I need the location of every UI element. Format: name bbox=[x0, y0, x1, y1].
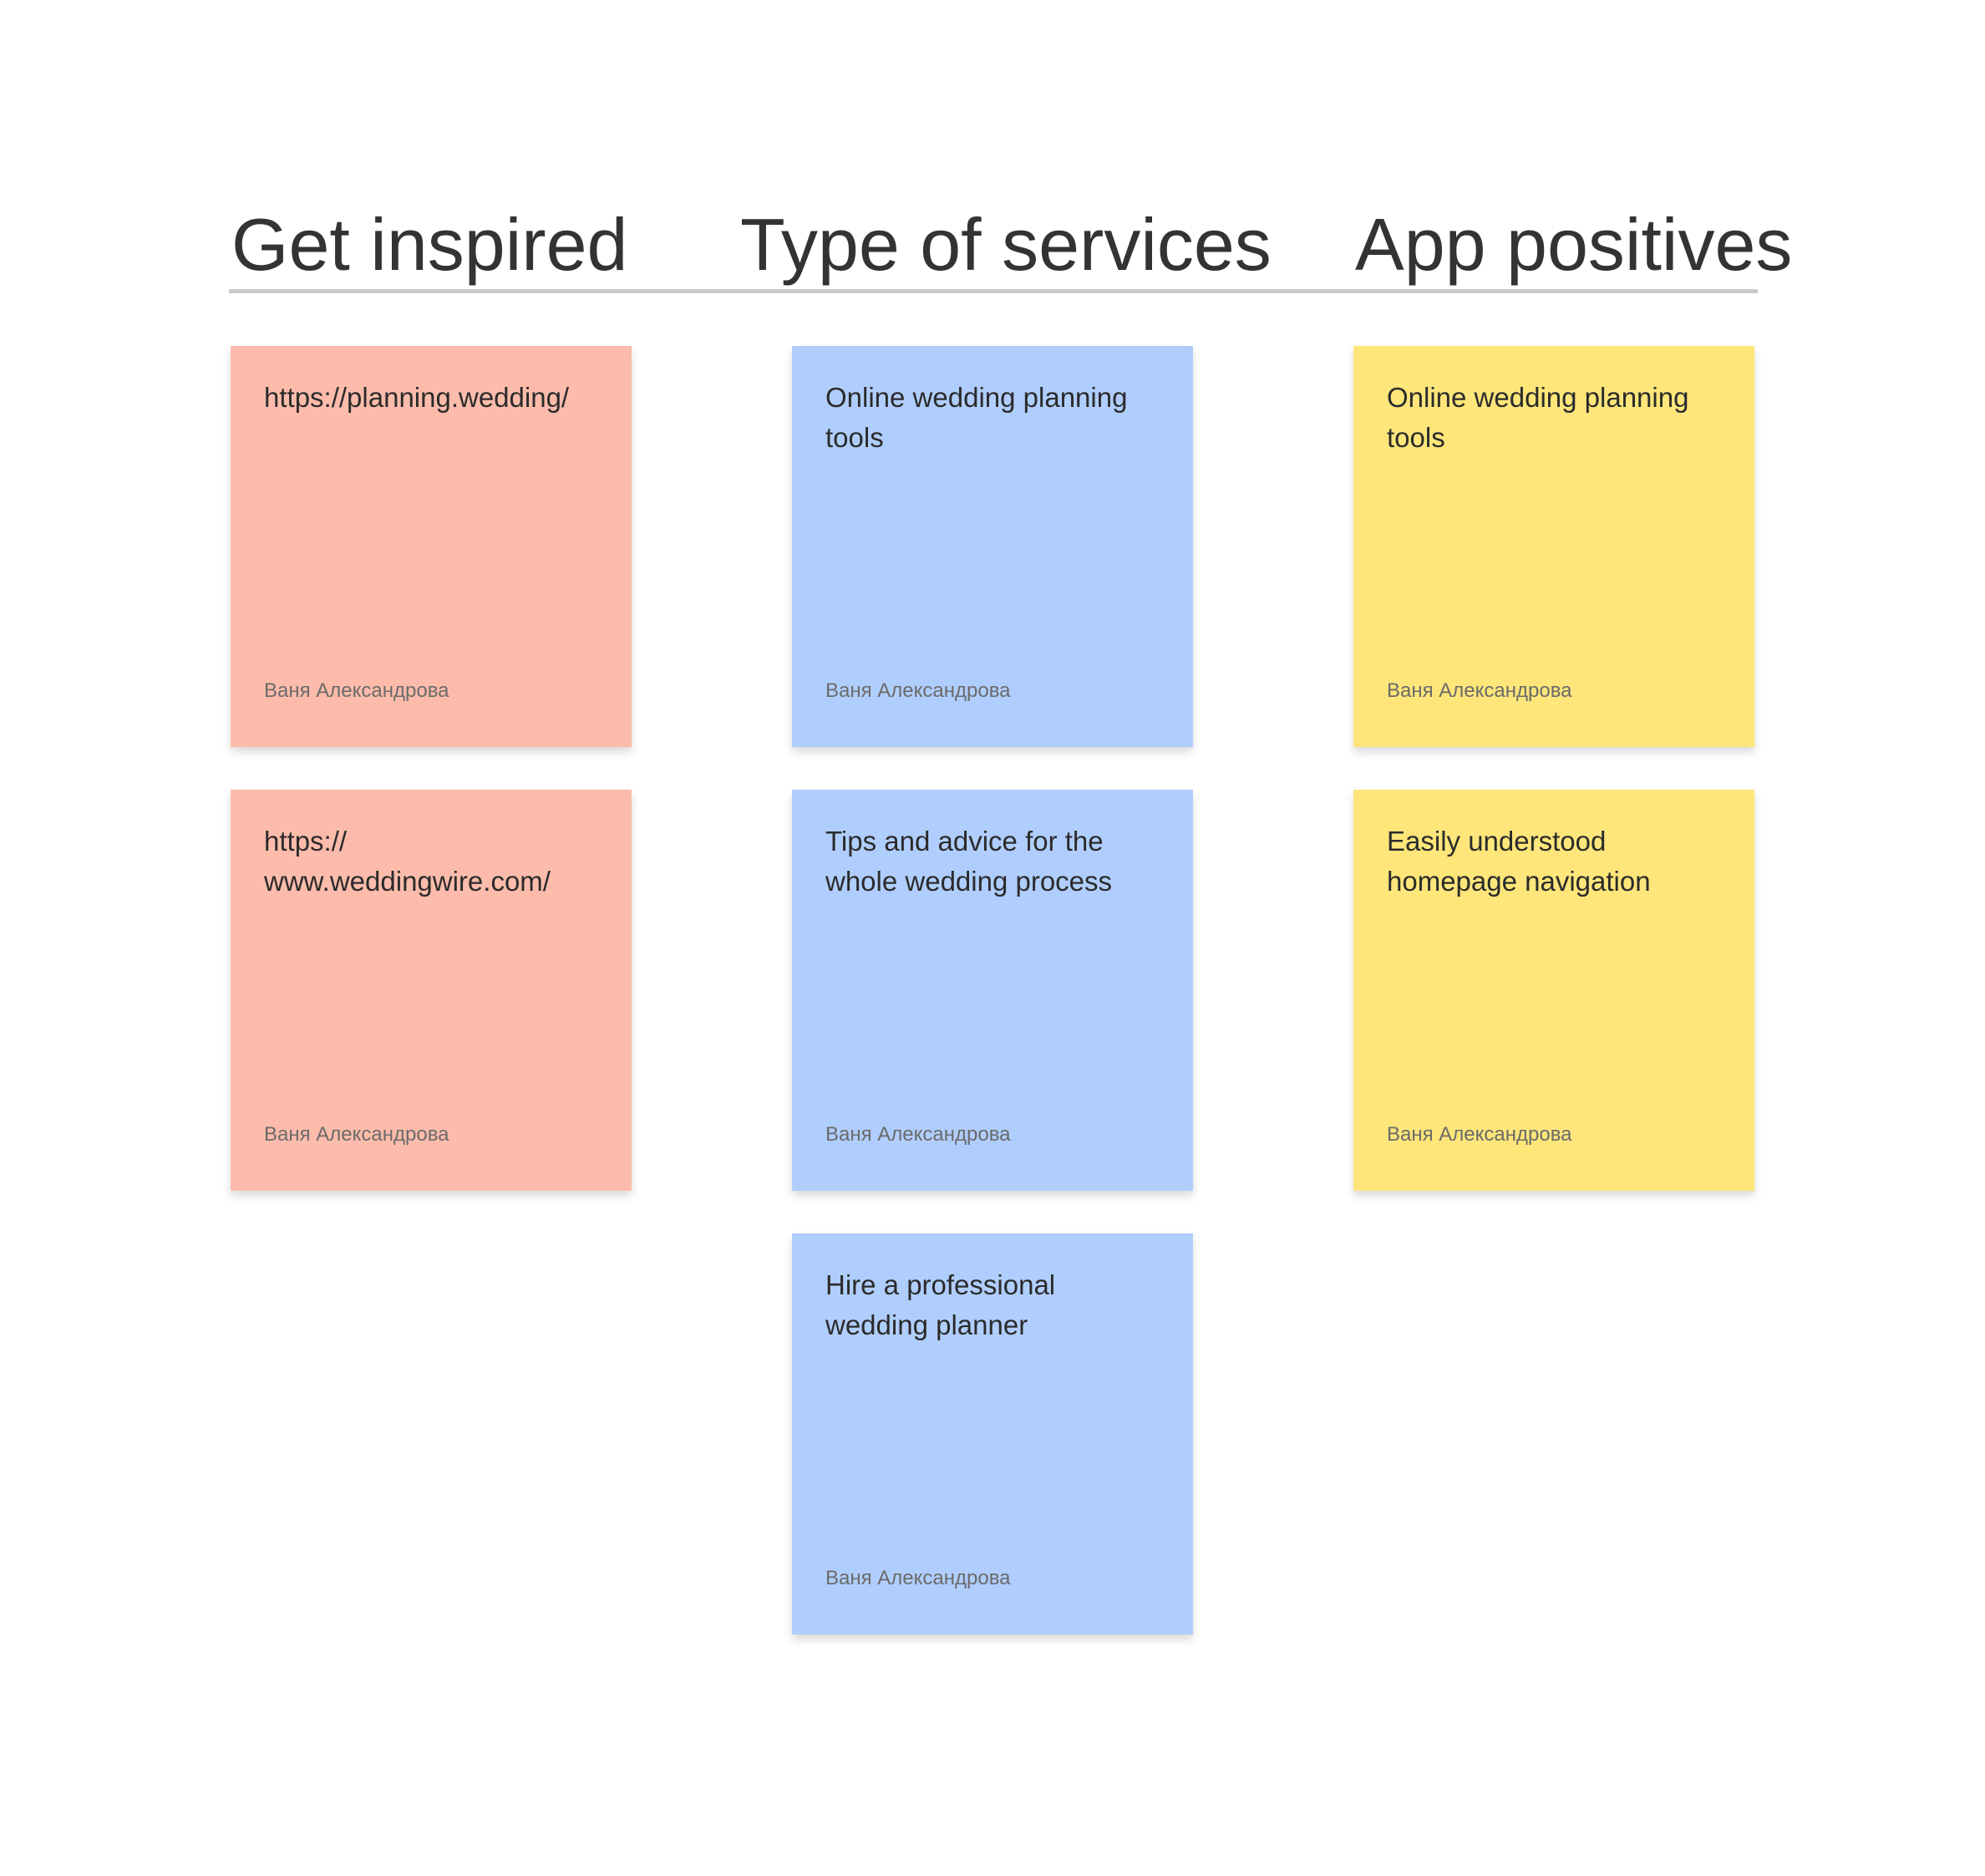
column-heading-type-of-services: Type of services bbox=[740, 203, 1272, 286]
sticky-note-author: Ваня Александрова bbox=[825, 1567, 1011, 1589]
sticky-note-text: https://planning.wedding/ bbox=[264, 382, 570, 413]
sticky-note-text: Easily understood homepage navigation bbox=[1387, 826, 1651, 897]
column-heading-app-positives: App positives bbox=[1355, 203, 1793, 286]
sticky-note-text: https:// www.weddingwire.com/ bbox=[264, 826, 551, 897]
sticky-note-author: Ваня Александрова bbox=[825, 679, 1011, 702]
sticky-note[interactable]: Tips and advice for the whole wedding pr… bbox=[792, 790, 1193, 1191]
sticky-note-text: Online wedding planning tools bbox=[1387, 382, 1689, 453]
sticky-note-text: Online wedding planning tools bbox=[825, 382, 1128, 453]
sticky-note[interactable]: Hire a professional wedding planner Ваня… bbox=[792, 1233, 1193, 1635]
header-divider bbox=[229, 289, 1758, 293]
sticky-note[interactable]: Easily understood homepage navigation Ва… bbox=[1353, 790, 1754, 1191]
sticky-note-author: Ваня Александрова bbox=[1387, 1123, 1572, 1146]
sticky-note-author: Ваня Александрова bbox=[264, 679, 449, 702]
sticky-note-author: Ваня Александрова bbox=[825, 1123, 1011, 1146]
sticky-note[interactable]: https://planning.wedding/ Ваня Александр… bbox=[231, 346, 632, 747]
column-heading-get-inspired: Get inspired bbox=[231, 203, 628, 286]
sticky-note-text: Tips and advice for the whole wedding pr… bbox=[825, 826, 1113, 897]
sticky-note-text: Hire a professional wedding planner bbox=[825, 1269, 1056, 1340]
sticky-note[interactable]: Online wedding planning tools Ваня Алекс… bbox=[1353, 346, 1754, 747]
sticky-note-author: Ваня Александрова bbox=[1387, 679, 1572, 702]
sticky-note[interactable]: Online wedding planning tools Ваня Алекс… bbox=[792, 346, 1193, 747]
sticky-note[interactable]: https:// www.weddingwire.com/ Ваня Алекс… bbox=[231, 790, 632, 1191]
sticky-note-author: Ваня Александрова bbox=[264, 1123, 449, 1146]
